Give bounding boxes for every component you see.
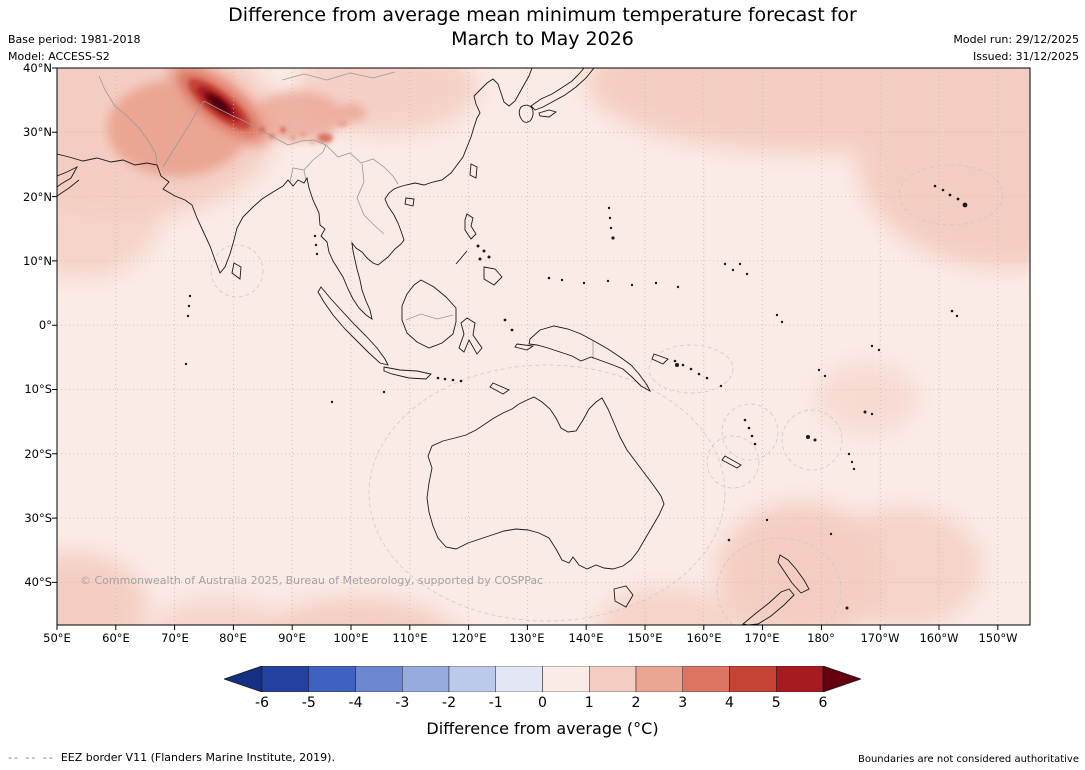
colorbar-tick-label: 6 [818, 695, 828, 711]
eez-borders [210, 164, 1004, 625]
coastline-borneo [401, 279, 457, 349]
lon-tick-label: 130°E [509, 631, 545, 645]
eez-legend-label: EEZ border V11 (Flanders Marine Institut… [60, 751, 335, 764]
colorbar-tick-label: -5 [301, 695, 316, 711]
coastline-sulawesi [458, 317, 483, 355]
lat-tick-label: 10°N [23, 254, 52, 268]
lat-tick-label: 30°N [23, 125, 52, 139]
colorbar-segment [682, 665, 730, 693]
colorbar-segment [355, 665, 403, 693]
lon-tick-label: 100°E [333, 631, 369, 645]
axis-ticks [52, 67, 999, 630]
lon-tick-label: 150°E [627, 631, 663, 645]
colorbar-tick-label: -3 [395, 695, 410, 711]
lon-tick-label: 140°E [568, 631, 604, 645]
lon-tick-label: 160°E [686, 631, 722, 645]
lat-tick-label: 40°N [23, 61, 52, 75]
lat-tick-label: 10°S [24, 382, 52, 396]
issued-label: Issued: 31/12/2025 [972, 49, 1079, 63]
lon-tick-label: 170°E [744, 631, 780, 645]
lat-tick-label: 0° [38, 318, 52, 332]
coastline-timor-seram [489, 343, 535, 395]
colorbar-tick-label: 4 [725, 695, 734, 711]
colorbar-tick-label: -6 [255, 695, 269, 711]
colorbar-segment [308, 665, 356, 693]
eez-legend: -- -- -- EEZ border V11 (Flanders Marine … [8, 751, 335, 764]
lon-tick-label: 70°E [161, 631, 189, 645]
colorbar-tick-label: -1 [488, 695, 503, 711]
colorbar-segment [261, 665, 309, 693]
colorbar-tick-labels: -6 -5 -4 -3 -2 -1 0 1 2 3 4 5 6 [224, 695, 861, 713]
colorbar-tick-label: 3 [678, 695, 688, 711]
coastline-sri-lanka [231, 262, 242, 280]
country-borders [98, 71, 594, 359]
lon-tick-label: 160°W [919, 631, 959, 645]
lon-tick-label: 110°E [392, 631, 428, 645]
model-metadata-left: Base period: 1981-2018 Model: ACCESS-S2 [8, 32, 140, 65]
colorbar-tick-label: -4 [348, 695, 363, 711]
colorbar-segment [589, 665, 637, 693]
colorbar-segment [495, 665, 543, 693]
model-label: Model: ACCESS-S2 [8, 49, 110, 63]
coastline-australia [426, 396, 665, 570]
colorbar-title: Difference from average (°C) [426, 719, 659, 738]
colorbar-segment [542, 665, 590, 693]
coastline-new-guinea [528, 325, 669, 393]
coastlines [57, 68, 810, 625]
page-title-line2: March to May 2026 [451, 27, 634, 50]
temperature-anomaly-map: © Commonwealth of Australia 2025, Bureau… [52, 67, 1031, 630]
coastline-sumatra [317, 286, 389, 366]
plot-border [56, 67, 1031, 626]
lon-tick-label: 80°E [219, 631, 247, 645]
lon-tick-label: 150°W [978, 631, 1018, 645]
coastline-new-zealand [741, 554, 810, 625]
lat-tick-label: 30°S [24, 511, 52, 525]
colorbar-tick-label: -2 [442, 695, 456, 711]
coastline-philippines [455, 213, 503, 286]
colorbar-segment [635, 665, 683, 693]
lon-tick-label: 120°E [451, 631, 487, 645]
island-dots [184, 184, 968, 610]
lon-tick-label: 60°E [102, 631, 130, 645]
lon-tick-label: 170°W [860, 631, 900, 645]
anomaly-shading [57, 68, 1030, 625]
colorbar-tick-label: 0 [538, 695, 547, 711]
lat-tick-label: 40°S [24, 575, 52, 589]
colorbar-segment [402, 665, 450, 693]
lon-tick-label: 90°E [278, 631, 306, 645]
page-title: Difference from average mean minimum tem… [0, 4, 1085, 51]
map-canvas: © Commonwealth of Australia 2025, Bureau… [52, 67, 1031, 630]
boundaries-disclaimer: Boundaries are not considered authoritat… [857, 754, 1079, 765]
lon-tick-label: 50°E [43, 631, 71, 645]
coastline-japan [518, 68, 595, 123]
colorbar-segment [729, 665, 777, 693]
page-title-line1: Difference from average mean minimum tem… [228, 4, 857, 26]
model-metadata-right: Model run: 29/12/2025 Issued: 31/12/2025 [953, 32, 1079, 65]
eez-dash-sample: -- -- -- [8, 751, 55, 764]
coastline-asia [57, 68, 533, 320]
base-period-label: Base period: 1981-2018 [8, 33, 141, 46]
model-run-label: Model run: 29/12/2025 [953, 33, 1079, 46]
colorbar-tick-label: 2 [631, 695, 641, 711]
colorbar-segment [776, 665, 824, 693]
colorbar-tick-label: 5 [771, 695, 781, 711]
coastline-java [383, 366, 432, 380]
coastline-taiwan-hainan [404, 163, 478, 207]
map-copyright: © Commonwealth of Australia 2025, Bureau… [80, 574, 543, 587]
lon-tick-label: 180° [807, 631, 835, 645]
colorbar-arrow-right [822, 665, 863, 693]
lat-tick-label: 20°S [24, 447, 52, 461]
lat-tick-label: 20°N [23, 190, 52, 204]
coastline-new-caledonia [721, 455, 742, 469]
himalaya-hotspot [167, 68, 271, 148]
colorbar-tick-label: 1 [584, 695, 594, 711]
colorbar-arrow-left [222, 665, 263, 693]
colorbar-segment [448, 665, 496, 693]
coastline-arabia [57, 165, 80, 197]
coastline-tasmania [613, 585, 634, 608]
colorbar [222, 665, 863, 693]
